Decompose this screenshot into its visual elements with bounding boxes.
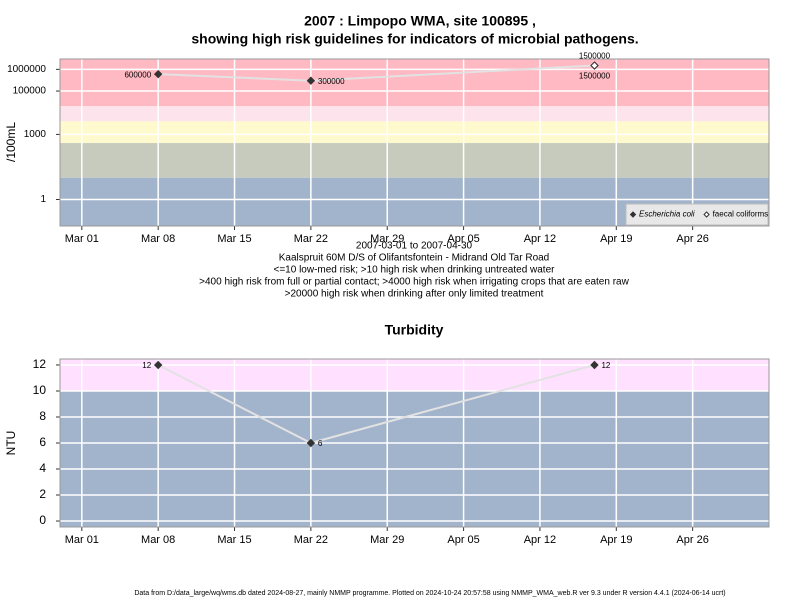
data-point [590, 360, 599, 370]
y-tick-label: 1000 [24, 129, 47, 140]
y-tick-label: 10 [33, 383, 47, 397]
risk-band [60, 59, 769, 107]
legend-label: Escherichia coli [639, 210, 695, 219]
note: Kaalspruit 60M D/S of Olifantsfontein - … [279, 253, 550, 264]
y-tick-label: 6 [39, 435, 46, 449]
x-tick-label: Apr 05 [447, 233, 479, 245]
data-label: 12 [142, 361, 151, 370]
chart-subtitle: showing high risk guidelines for indicat… [191, 31, 638, 47]
y-tick-label: 2 [39, 487, 46, 501]
plot-frame [59, 58, 770, 227]
data-label: 1500000 [579, 72, 611, 81]
data-point [306, 76, 316, 85]
note: >20000 high risk when drinking after onl… [285, 289, 544, 300]
data-label: 12 [601, 361, 610, 370]
x-tick-label: Mar 15 [217, 534, 251, 546]
legend-label: faecal coliforms [713, 210, 769, 219]
x-tick-label: Apr 12 [524, 534, 556, 546]
data-label: 600000 [124, 70, 151, 79]
legend-marker [629, 211, 637, 218]
data-label: 300000 [318, 77, 345, 86]
risk-band [60, 106, 769, 122]
footer: Data from D:/data_large/wq/wms.db dated … [134, 590, 725, 597]
y-tick-label: 1 [40, 194, 46, 205]
x-tick-label: Apr 26 [676, 233, 708, 245]
y-tick-label: 1000000 [7, 64, 46, 75]
y-tick-label: 0 [39, 513, 46, 527]
risk-band [60, 390, 769, 527]
x-tick-label: Mar 15 [217, 233, 251, 245]
x-tick-label: Apr 05 [447, 534, 479, 546]
note: <=10 low-med risk; >10 high risk when dr… [274, 265, 556, 276]
y-tick-label: 12 [33, 357, 47, 371]
x-axis-label: 2007-03-01 to 2007-04-30 [356, 241, 473, 252]
x-tick-label: Apr 12 [524, 233, 556, 245]
y-axis-label: /100mL [4, 122, 18, 162]
x-tick-label: Apr 26 [676, 534, 708, 546]
risk-band [60, 143, 769, 178]
legend-box [625, 203, 769, 226]
chart-title: 2007 : Limpopo WMA, site 100895 , [304, 13, 536, 29]
x-tick-label: Apr 19 [600, 534, 632, 546]
x-tick-label: Mar 29 [370, 534, 404, 546]
legend-marker [703, 211, 710, 218]
y-tick-label: 100000 [13, 86, 47, 97]
x-tick-label: Mar 01 [65, 534, 99, 546]
x-tick-label: Mar 08 [141, 534, 175, 546]
note: >400 high risk from full or partial cont… [199, 277, 629, 288]
x-tick-label: Mar 22 [294, 233, 328, 245]
data-point [590, 61, 599, 70]
plot-frame [59, 358, 770, 528]
x-tick-label: Mar 22 [294, 534, 328, 546]
data-label: 6 [318, 439, 323, 448]
data-point [153, 69, 163, 79]
x-tick-label: Mar 01 [65, 233, 99, 245]
data-point [153, 360, 163, 370]
y-tick-label: 8 [39, 409, 46, 423]
y-tick-label: 4 [39, 461, 46, 475]
risk-band [60, 121, 769, 144]
data-label: 1500000 [579, 52, 611, 61]
x-tick-label: Mar 08 [141, 233, 175, 245]
x-tick-label: Apr 19 [600, 233, 632, 245]
data-point [306, 438, 316, 448]
risk-band [60, 359, 769, 391]
y-axis-label: NTU [4, 431, 18, 456]
x-tick-label: Mar 29 [370, 233, 404, 245]
chart-title: Turbidity [385, 322, 444, 338]
